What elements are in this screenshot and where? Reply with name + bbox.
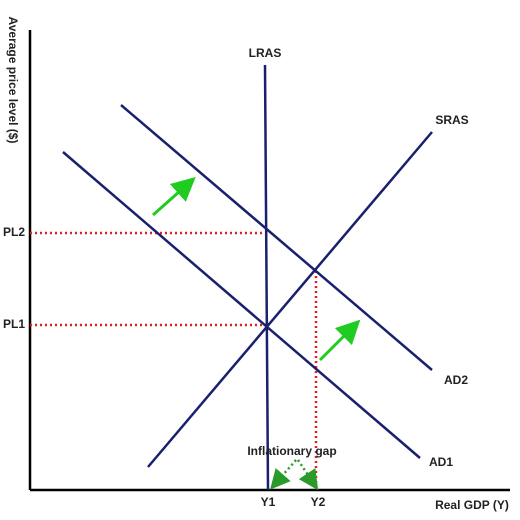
price-level-label: PL1 [3, 317, 25, 331]
output-level-label: Y2 [311, 495, 326, 509]
price-level-label: PL2 [3, 225, 25, 239]
shift-arrow [152, 177, 196, 217]
y-axis-label: Average price level ($) [6, 17, 20, 144]
gap-arrow [270, 459, 297, 490]
curve-label: LRAS [249, 46, 282, 60]
x-axis-label: Real GDP (Y) [435, 498, 509, 512]
shift-arrow [318, 319, 361, 362]
lras-curve [263, 64, 270, 491]
gap-annotation: Inflationary gap [247, 444, 336, 458]
curve-label: AD2 [444, 373, 468, 387]
sras-curve [147, 131, 433, 468]
output-level-label: Y1 [261, 495, 276, 509]
curve-label: SRAS [435, 113, 468, 127]
ad1-curve [62, 151, 421, 459]
curve-label: AD1 [429, 455, 453, 469]
ad2-curve [120, 104, 433, 371]
gap-arrow [296, 459, 319, 491]
